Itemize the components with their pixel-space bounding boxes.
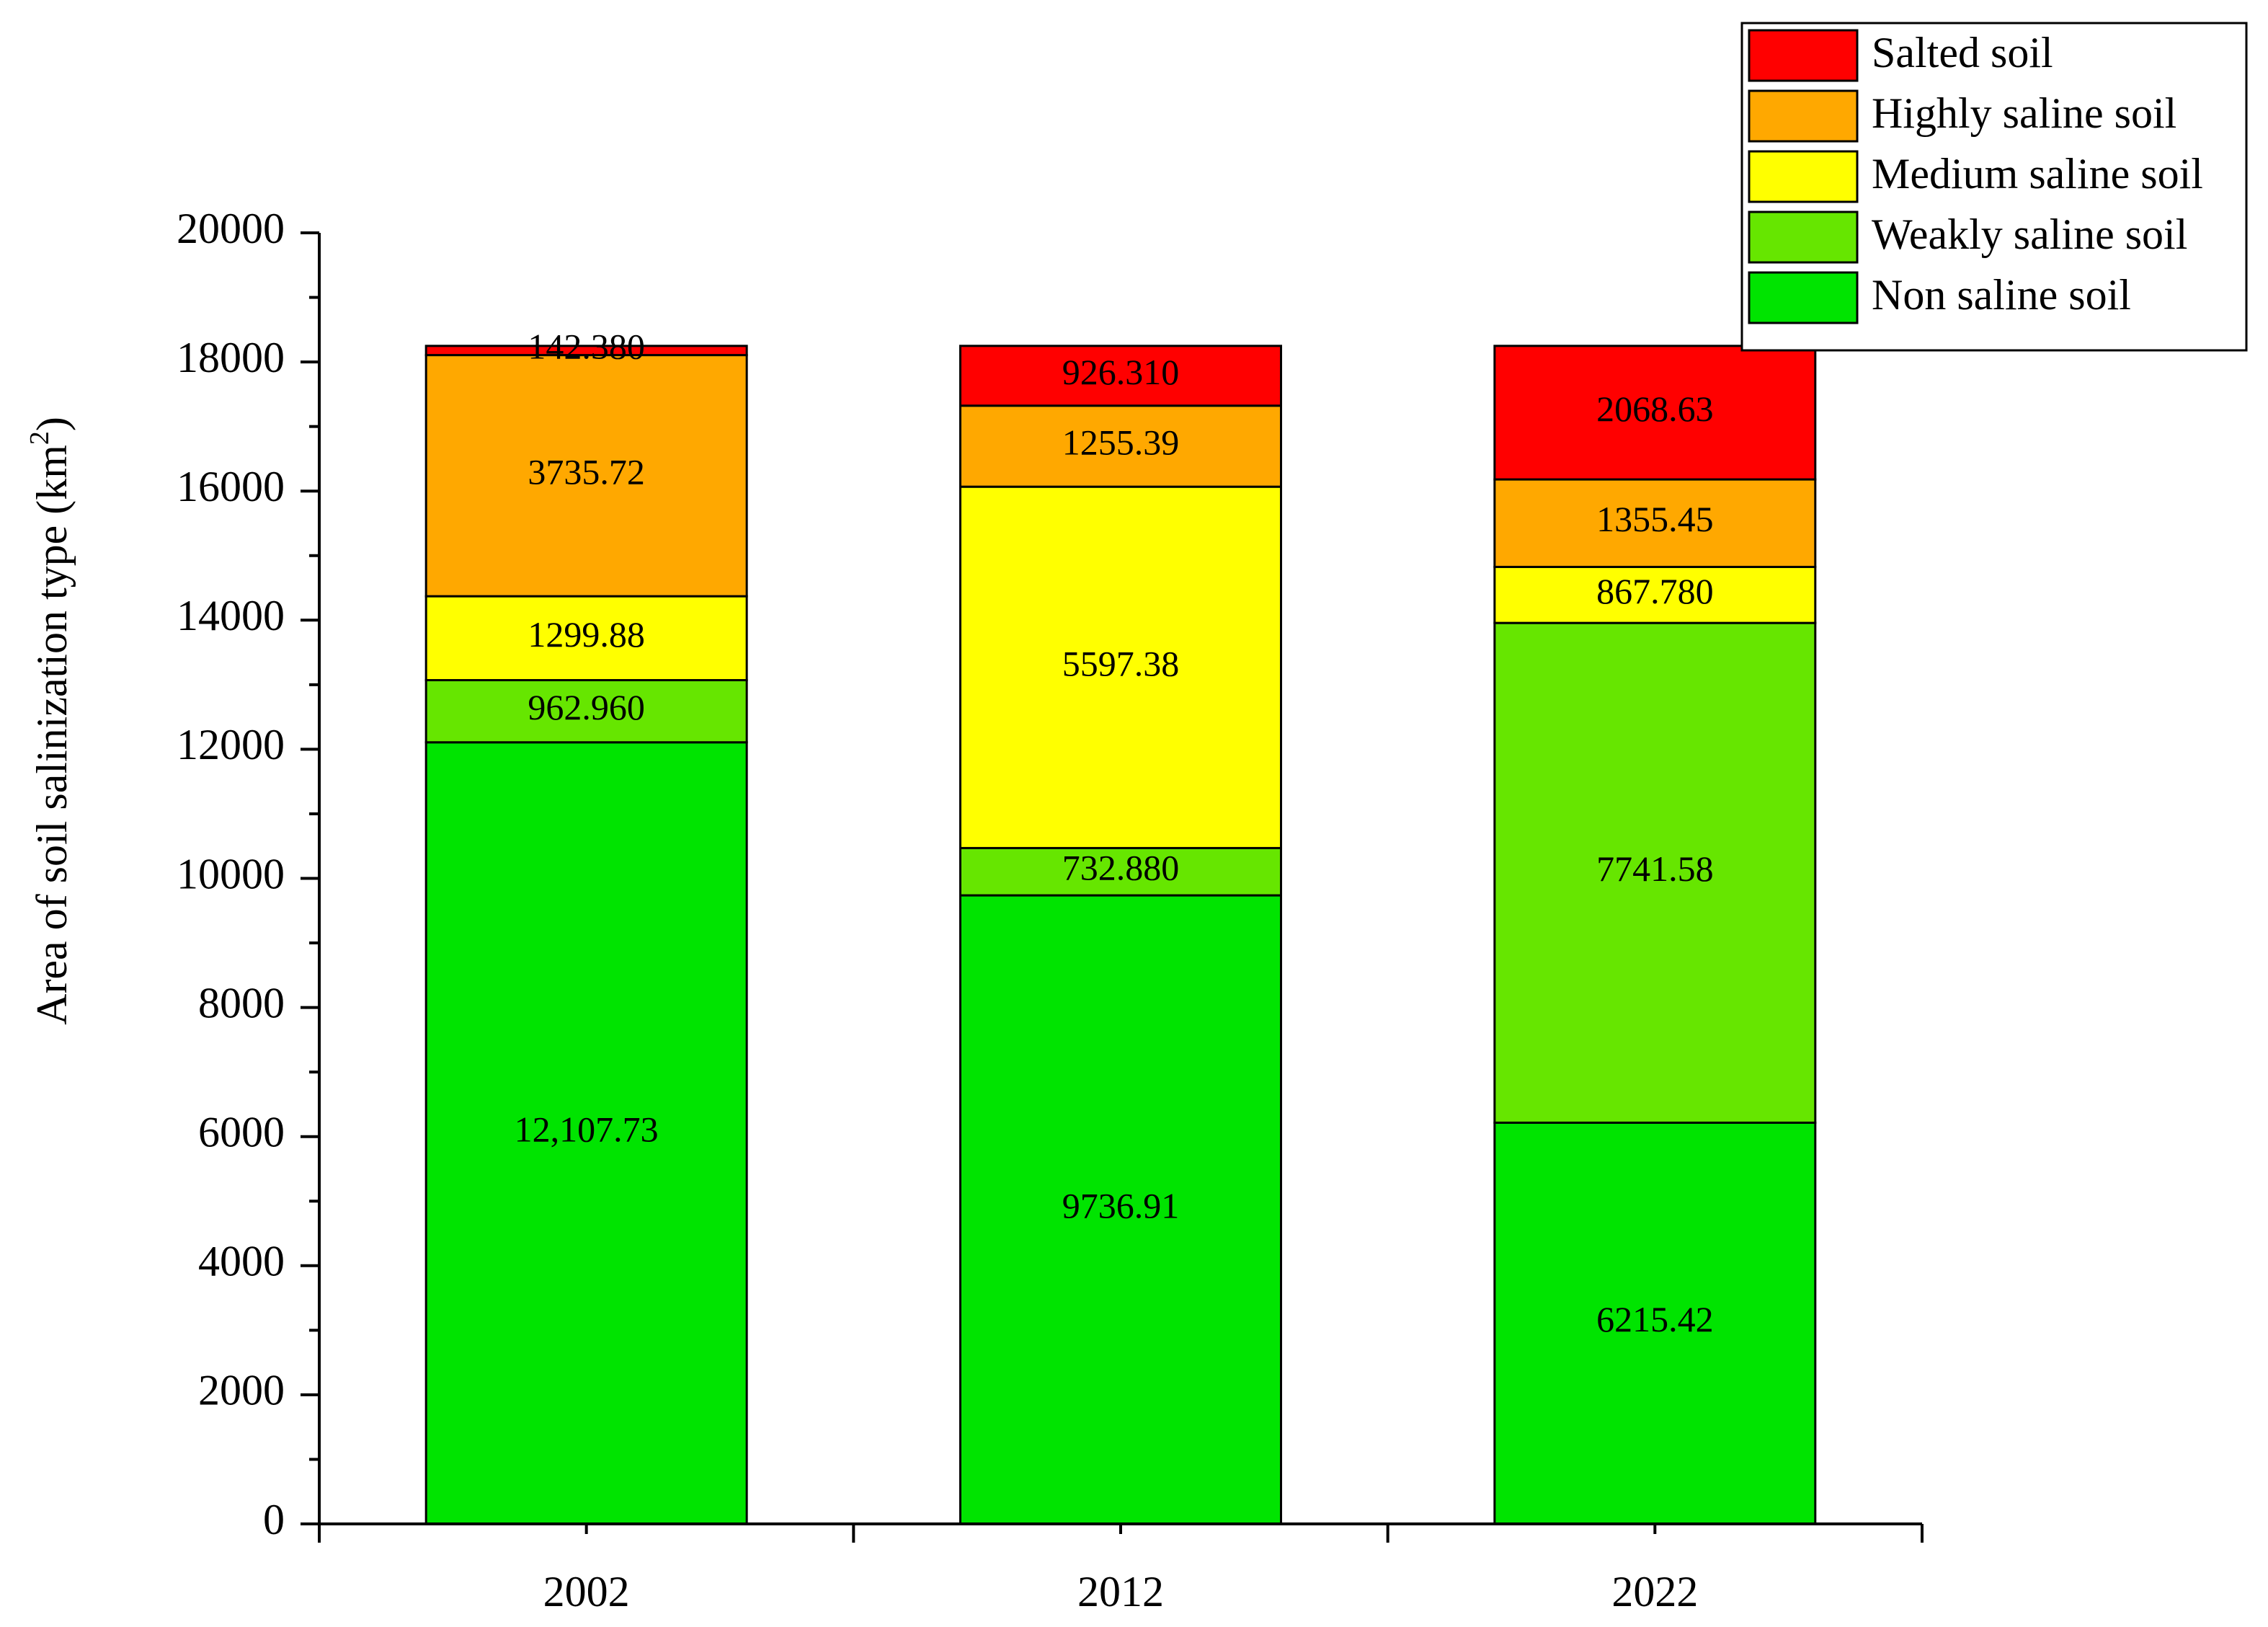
y-tick-label: 12000	[177, 721, 285, 768]
legend: Salted soil Highly saline soil Medium sali…	[1740, 22, 2248, 352]
bar-segment-non-saline-soil-2002	[424, 741, 748, 1525]
y-tick-label: 6000	[198, 1108, 285, 1156]
data-label: 142.380	[528, 327, 645, 367]
data-label: 1255.39	[1062, 422, 1180, 462]
data-label: 2068.63	[1596, 389, 1714, 429]
bar-segment-highly-saline-soil-2022	[1493, 478, 1817, 568]
y-tick-label: 16000	[177, 463, 285, 510]
x-tick-label: 2002	[543, 1568, 630, 1615]
legend-swatch	[1748, 29, 1859, 82]
data-label: 7741.58	[1596, 848, 1714, 889]
legend-label: Medium saline soil	[1872, 150, 2203, 198]
data-label: 1355.45	[1596, 499, 1714, 539]
y-axis-title-superscript: 2	[25, 431, 55, 445]
x-tick-label: 2022	[1611, 1568, 1698, 1615]
y-axis-title-text: Area of soil salinization type (km	[28, 445, 76, 1025]
legend-label: Salted soil	[1872, 29, 2053, 76]
bar-segment-salted-soil-2012	[959, 345, 1282, 407]
data-label: 1299.88	[528, 614, 645, 655]
x-tick-label: 2012	[1077, 1568, 1164, 1615]
y-tick-label: 4000	[198, 1238, 285, 1285]
bar-segment-weakly-saline-soil-2022	[1493, 621, 1817, 1124]
data-label: 3735.72	[528, 451, 645, 492]
data-label: 962.960	[528, 687, 645, 727]
data-label: 867.780	[1596, 571, 1714, 611]
y-tick-label: 14000	[177, 592, 285, 639]
legend-swatch	[1748, 150, 1859, 203]
bar-segment-weakly-saline-soil-2012	[959, 846, 1282, 897]
data-label: 12,107.73	[515, 1109, 659, 1149]
y-tick-label: 8000	[198, 979, 285, 1027]
y-tick-label: 18000	[177, 334, 285, 381]
legend-swatch	[1748, 271, 1859, 324]
y-axis-title: Area of soil salinization type (km2)	[25, 417, 76, 1025]
legend-swatch	[1748, 89, 1859, 143]
data-label: 6215.42	[1596, 1299, 1714, 1339]
y-tick-label: 0	[263, 1496, 285, 1543]
bar-segment-medium-saline-soil-2022	[1493, 565, 1817, 624]
bar-segment-highly-saline-soil-2012	[959, 404, 1282, 488]
legend-label: Non saline soil	[1872, 271, 2131, 319]
bar-segment-non-saline-soil-2022	[1493, 1121, 1817, 1525]
y-tick-label: 10000	[177, 850, 285, 897]
y-axis-title-close: )	[28, 417, 76, 431]
y-tick-label: 20000	[177, 205, 285, 252]
bar-segment-salted-soil-2022	[1493, 345, 1817, 481]
data-label: 732.880	[1062, 848, 1180, 888]
bar-segment-salted-soil-2002	[424, 345, 748, 357]
data-label: 9736.91	[1062, 1185, 1180, 1225]
data-label: 5597.38	[1062, 643, 1180, 683]
legend-swatch	[1748, 210, 1859, 264]
data-label: 926.310	[1062, 352, 1180, 392]
legend-label: Weakly saline soil	[1872, 210, 2187, 258]
bar-segment-weakly-saline-soil-2002	[424, 679, 748, 744]
bar-segment-highly-saline-soil-2002	[424, 354, 748, 598]
legend-label: Highly saline soil	[1872, 89, 2176, 137]
y-tick-label: 2000	[198, 1367, 285, 1414]
bar-segment-medium-saline-soil-2012	[959, 485, 1282, 849]
